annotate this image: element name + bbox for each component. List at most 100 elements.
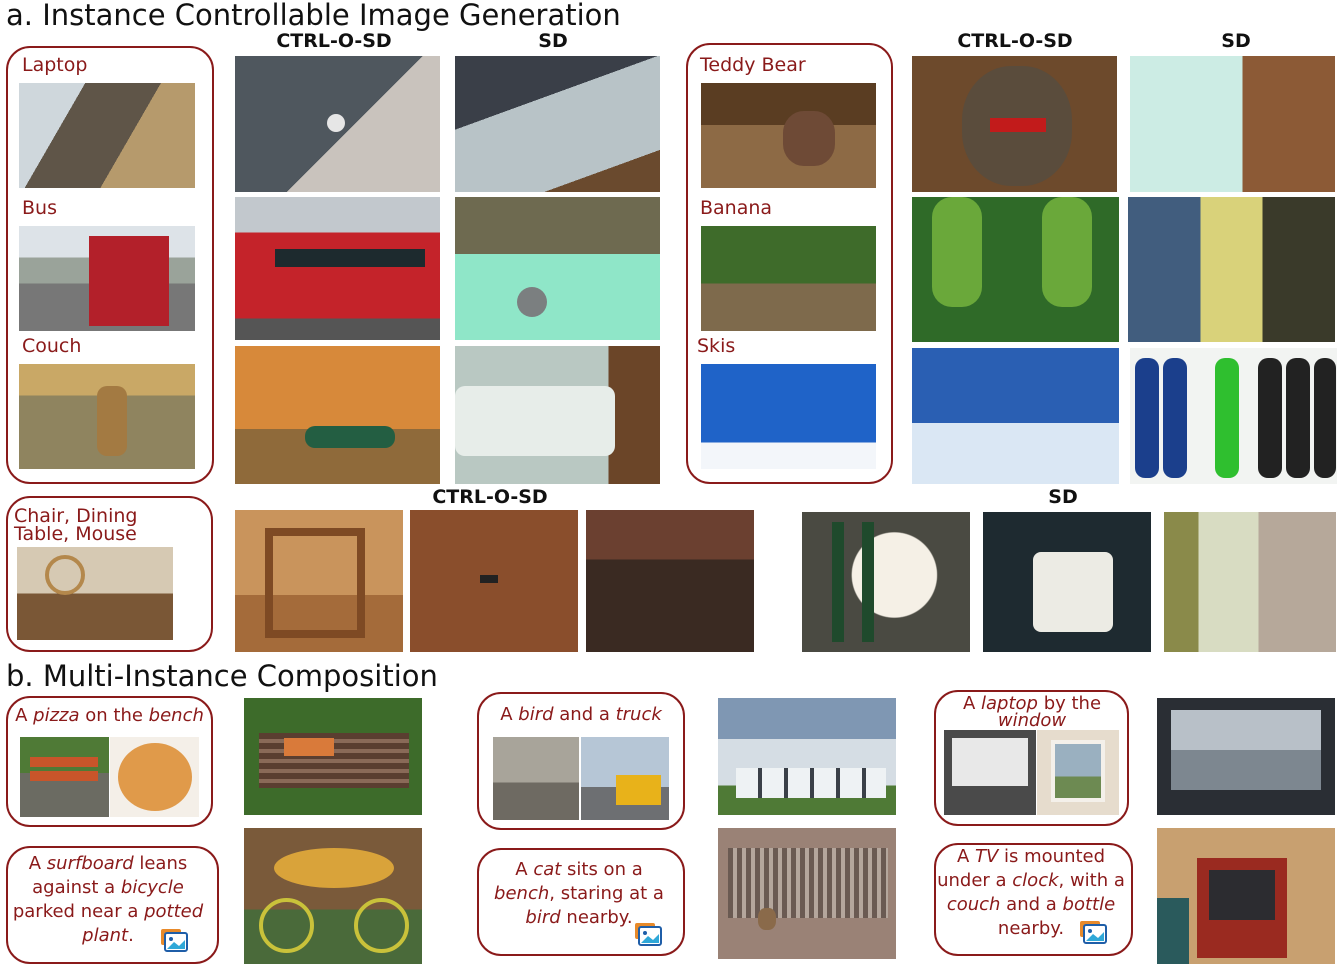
- column-header-sd-multi: SD: [1048, 486, 1078, 508]
- generated-image-skis-ctrl: [912, 348, 1119, 484]
- caption-text: A: [515, 859, 534, 880]
- generated-image-cat-bench: [718, 828, 896, 959]
- caption-object: clock: [1012, 870, 1059, 891]
- caption-object: bench: [494, 883, 550, 904]
- column-header-ctrl-o-sd-right: CTRL-O-SD: [957, 30, 1073, 52]
- caption-panel-surfboard: [6, 846, 219, 964]
- caption-text: nearby.: [997, 918, 1065, 939]
- generated-image-bus-ctrl: [235, 197, 440, 340]
- condition-image-chair-table-mouse: [17, 547, 173, 640]
- section-b-title: b. Multi-Instance Composition: [6, 659, 438, 693]
- generated-image-mouse-ctrl: [586, 510, 754, 652]
- column-header-sd-right: SD: [1221, 30, 1251, 52]
- caption-surfboard: A surfboard leans against a bicycle park…: [10, 852, 206, 948]
- generated-image-mouse-sd: [1164, 512, 1336, 652]
- caption-object: TV: [974, 846, 999, 867]
- prompt-text: by the: [1037, 693, 1102, 714]
- label-multi-line2: Table, Mouse: [14, 523, 137, 545]
- caption-text: sits on a: [561, 859, 643, 880]
- label-couch: Couch: [22, 335, 82, 357]
- reference-image-bird: [493, 737, 579, 820]
- generated-image-chair-sd: [802, 512, 970, 652]
- caption-object: bottle: [1062, 894, 1116, 915]
- caption-object: bicycle: [120, 877, 184, 898]
- prompt-text: A: [962, 693, 982, 714]
- prompt-text: and a: [553, 704, 616, 725]
- column-header-ctrl-o-sd-left: CTRL-O-SD: [276, 30, 392, 52]
- generated-image-laptop-window: [1157, 698, 1335, 815]
- label-banana: Banana: [700, 197, 773, 219]
- reference-image-truck: [581, 737, 669, 820]
- generated-image-couch-sd: [455, 346, 660, 484]
- condition-panel-multi: [6, 496, 213, 652]
- caption-text: , with a: [1058, 870, 1125, 891]
- prompt-panel-pizza-bench: [6, 696, 213, 827]
- generated-image-tv-clock: [1157, 828, 1335, 964]
- caption-text: leans against a: [32, 853, 188, 898]
- caption-cat: A cat sits on a bench, staring at a bird…: [484, 858, 674, 930]
- condition-image-teddy-bear: [701, 83, 876, 188]
- label-laptop: Laptop: [22, 54, 88, 76]
- caption-tv: A TV is mounted under a clock, with a co…: [936, 845, 1126, 941]
- condition-panel-left: [6, 46, 214, 484]
- prompt-object: laptop: [981, 693, 1038, 714]
- prompt-laptop-window: A laptop by the window: [942, 693, 1122, 731]
- prompt-panel-bird-truck: [477, 692, 685, 830]
- caption-text: nearby.: [560, 907, 633, 928]
- label-teddy-bear: Teddy Bear: [700, 54, 806, 76]
- caption-object: bird: [525, 907, 561, 928]
- prompt-text: A: [500, 704, 519, 725]
- generated-image-table-sd: [983, 512, 1151, 652]
- caption-object: surfboard: [46, 853, 134, 874]
- caption-text: is mounted under a: [937, 846, 1106, 891]
- generated-image-bird-truck: [718, 698, 896, 815]
- generated-image-laptop-sd: [455, 56, 660, 192]
- caption-text: , staring at a: [549, 883, 664, 904]
- caption-text: parked near a: [12, 901, 145, 922]
- caption-object: cat: [533, 859, 562, 880]
- prompt-object: pizza: [33, 705, 80, 726]
- caption-text: and a: [1000, 894, 1063, 915]
- prompt-pizza-bench: A pizza on the bench: [6, 704, 213, 728]
- prompt-bird-truck: A bird and a truck: [477, 703, 685, 727]
- caption-object: couch: [946, 894, 1001, 915]
- generated-image-banana-sd: [1128, 197, 1335, 342]
- prompt-object: bird: [518, 704, 554, 725]
- section-a-title: a. Instance Controllable Image Generatio…: [6, 0, 621, 32]
- prompt-text: A: [15, 705, 34, 726]
- generated-image-surfboard-bicycle: [244, 828, 422, 964]
- generated-image-laptop-ctrl: [235, 56, 440, 192]
- column-header-ctrl-o-sd-multi: CTRL-O-SD: [432, 486, 548, 508]
- image-prompt-icon: [161, 929, 188, 952]
- generated-image-chair-ctrl: [235, 510, 403, 652]
- prompt-text: on the: [79, 705, 149, 726]
- generated-image-teddy-bear-sd: [1130, 56, 1335, 192]
- caption-panel-tv: [934, 843, 1133, 956]
- prompt-object: window: [997, 710, 1067, 731]
- caption-panel-cat: [477, 848, 685, 956]
- reference-image-window: [1037, 730, 1119, 815]
- condition-panel-right: [686, 43, 893, 484]
- generated-image-bus-sd: [455, 197, 660, 340]
- condition-image-skis: [701, 364, 876, 469]
- caption-text: .: [128, 925, 134, 946]
- generated-image-teddy-bear-ctrl: [912, 56, 1117, 192]
- condition-image-bus: [19, 226, 195, 331]
- caption-text: A: [956, 846, 975, 867]
- reference-image-bench: [20, 737, 109, 817]
- generated-image-pizza-bench: [244, 698, 422, 815]
- image-prompt-icon: [1080, 921, 1107, 944]
- column-header-sd-left: SD: [538, 30, 568, 52]
- label-skis: Skis: [697, 335, 736, 357]
- prompt-panel-laptop-window: [934, 690, 1129, 826]
- generated-image-banana-ctrl: [912, 197, 1119, 342]
- reference-image-pizza: [110, 737, 199, 817]
- prompt-object: bench: [148, 705, 204, 726]
- condition-image-banana: [701, 226, 876, 331]
- condition-image-laptop: [19, 83, 195, 188]
- reference-image-laptop: [944, 730, 1036, 815]
- generated-image-couch-ctrl: [235, 346, 440, 484]
- prompt-object: truck: [615, 704, 662, 725]
- label-bus: Bus: [22, 197, 57, 219]
- caption-text: A: [28, 853, 47, 874]
